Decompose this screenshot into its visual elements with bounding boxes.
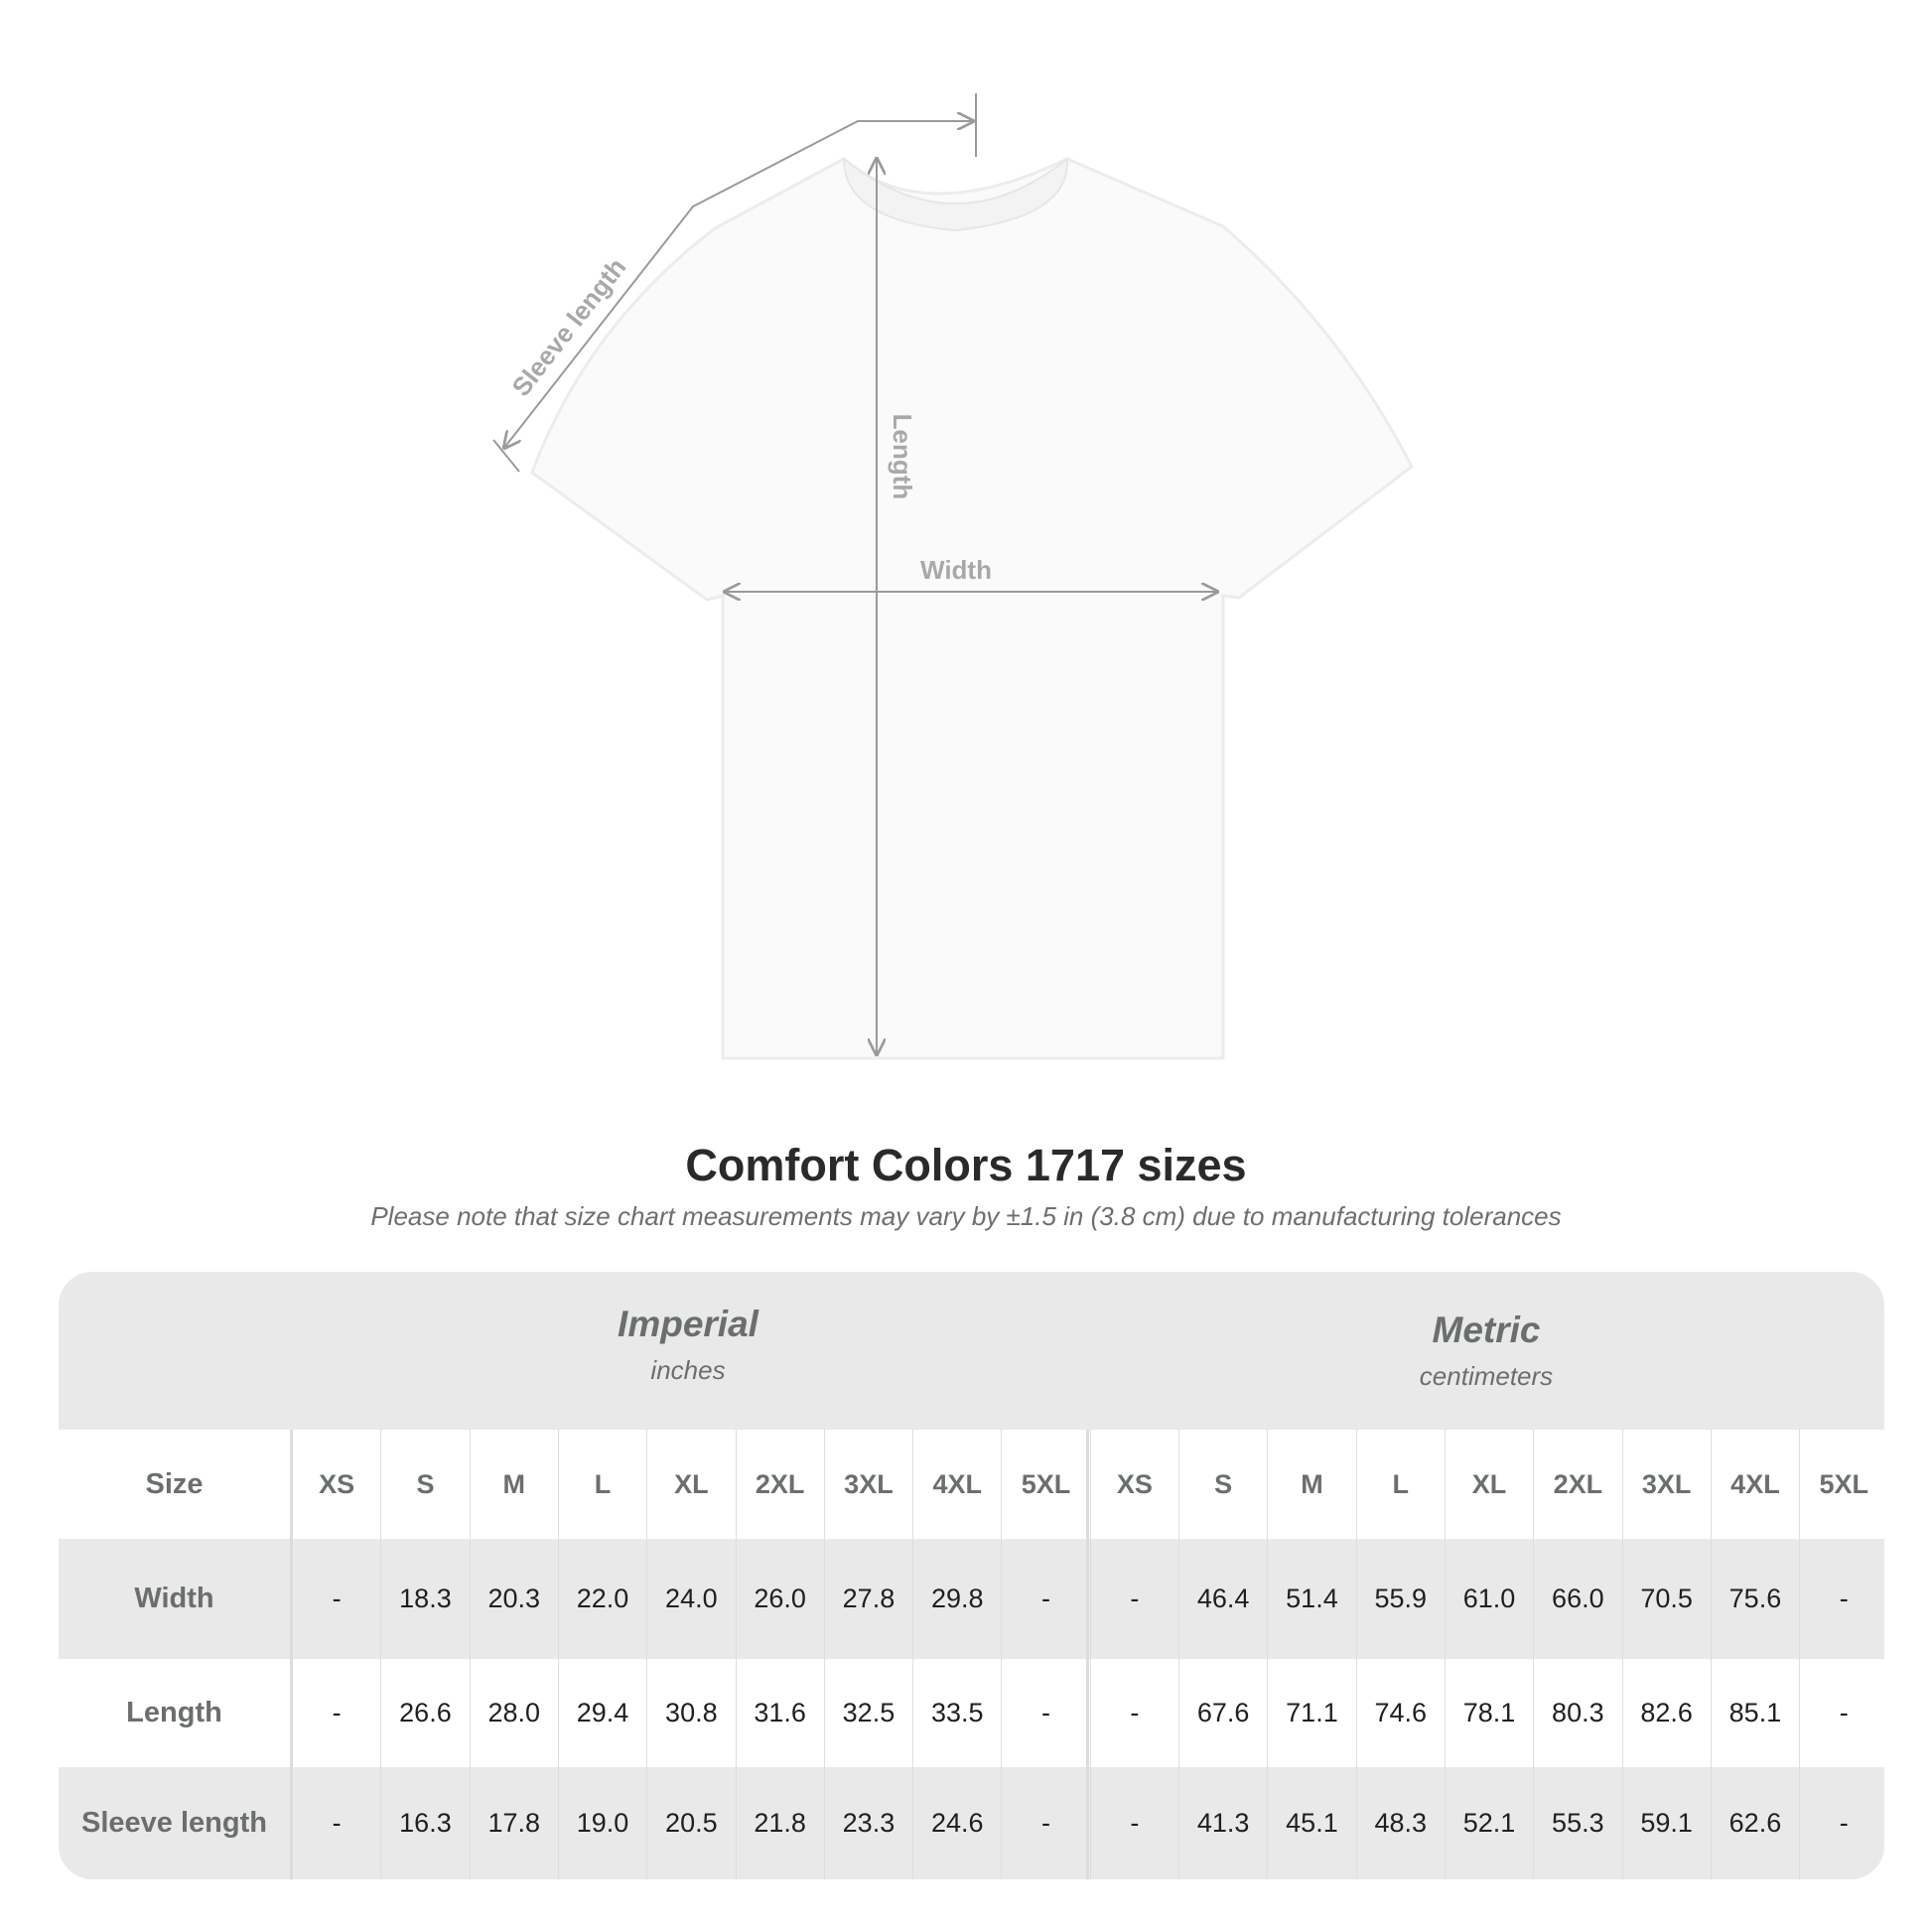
imperial-value-cell: 23.3 xyxy=(823,1767,912,1879)
metric-value-cell: 70.5 xyxy=(1621,1539,1711,1659)
metric-value-cell: - xyxy=(1799,1539,1884,1659)
tolerance-note: Please note that size chart measurements… xyxy=(370,1201,1562,1231)
metric-value-cell: 55.3 xyxy=(1533,1767,1621,1879)
size-header-cell: 4XL xyxy=(912,1430,1001,1539)
metric-value-cell: 45.1 xyxy=(1267,1767,1355,1879)
metric-value-cell: 48.3 xyxy=(1355,1767,1445,1879)
imperial-value-cell: - xyxy=(292,1767,380,1879)
metric-value-cell: 67.6 xyxy=(1178,1659,1267,1767)
imperial-value-cell: - xyxy=(1001,1767,1089,1879)
imperial-value-cell: 24.0 xyxy=(646,1539,735,1659)
imperial-value-cell: 29.8 xyxy=(912,1539,1001,1659)
size-header-cell: 3XL xyxy=(823,1430,912,1539)
metric-value-cell: - xyxy=(1089,1767,1178,1879)
imperial-value-cell: 26.6 xyxy=(380,1659,469,1767)
row-label: Size xyxy=(145,1467,204,1500)
size-header-cell: XL xyxy=(1444,1430,1533,1539)
metric-value-cell: 74.6 xyxy=(1355,1659,1445,1767)
metric-value-cell: 82.6 xyxy=(1621,1659,1711,1767)
imperial-value-cell: 16.3 xyxy=(380,1767,469,1879)
tshirt-diagram: Sleeve length Length Width xyxy=(492,93,1414,1060)
width-label: Width xyxy=(920,555,992,585)
imperial-title: Imperial xyxy=(618,1304,759,1344)
metric-value-cell: 78.1 xyxy=(1444,1659,1533,1767)
metric-value-cell: 80.3 xyxy=(1533,1659,1621,1767)
metric-value-cell: - xyxy=(1799,1767,1884,1879)
metric-value-cell: 66.0 xyxy=(1533,1539,1621,1659)
size-header-cell: 5XL xyxy=(1799,1430,1884,1539)
imperial-value-cell: 29.4 xyxy=(557,1659,646,1767)
metric-value-cell: 41.3 xyxy=(1178,1767,1267,1879)
imperial-value-cell: - xyxy=(1001,1539,1089,1659)
size-header-cell: 3XL xyxy=(1621,1430,1711,1539)
metric-value-cell: - xyxy=(1089,1659,1178,1767)
row-label: Length xyxy=(126,1697,222,1728)
metric-value-cell: - xyxy=(1799,1659,1884,1767)
metric-value-cell: 71.1 xyxy=(1267,1659,1355,1767)
length-label: Length xyxy=(888,414,917,500)
imperial-value-cell: 24.6 xyxy=(912,1767,1001,1879)
size-header-cell: XS xyxy=(292,1430,380,1539)
metric-title: Metric xyxy=(1432,1310,1541,1350)
row-label: Sleeve length xyxy=(81,1807,267,1839)
size-header-cell: L xyxy=(557,1430,646,1539)
size-header-cell: S xyxy=(380,1430,469,1539)
size-header-cell: S xyxy=(1178,1430,1267,1539)
size-header-cell: 5XL xyxy=(1001,1430,1089,1539)
imperial-unit: inches xyxy=(650,1355,726,1385)
metric-value-cell: - xyxy=(1089,1539,1178,1659)
table-row: Width -18.3 20.3 22.0 24.0 26.0 27.8 29.8- -46.4… xyxy=(59,1539,1884,1659)
imperial-value-cell: 32.5 xyxy=(823,1659,912,1767)
column-divider xyxy=(1086,1430,1089,1879)
imperial-value-cell: 20.5 xyxy=(646,1767,735,1879)
table-row: Sleeve length -16.3 17.8 19.0 20.5 21.8 23.3 24… xyxy=(59,1767,1884,1879)
size-header-cell: XL xyxy=(646,1430,735,1539)
imperial-value-cell: 21.8 xyxy=(735,1767,824,1879)
row-label: Width xyxy=(134,1583,214,1614)
imperial-value-cell: 17.8 xyxy=(469,1767,558,1879)
imperial-value-cell: - xyxy=(292,1659,380,1767)
metric-value-cell: 51.4 xyxy=(1267,1539,1355,1659)
metric-unit: centimeters xyxy=(1419,1361,1554,1391)
imperial-value-cell: 27.8 xyxy=(823,1539,912,1659)
size-header-cell: 4XL xyxy=(1710,1430,1799,1539)
size-header-cell: M xyxy=(1267,1430,1355,1539)
imperial-header: Imperial inches xyxy=(290,1304,1086,1386)
size-table: Imperial inches Metric centimeters Size X… xyxy=(59,1272,1884,1879)
metric-header: Metric centimeters xyxy=(1088,1310,1884,1392)
metric-value-cell: 61.0 xyxy=(1444,1539,1533,1659)
metric-value-cell: 46.4 xyxy=(1178,1539,1267,1659)
size-header-cell: XS xyxy=(1089,1430,1178,1539)
imperial-value-cell: 22.0 xyxy=(557,1539,646,1659)
size-header-cell: M xyxy=(469,1430,558,1539)
chart-title: Comfort Colors 1717 sizes xyxy=(685,1140,1247,1190)
imperial-value-cell: 26.0 xyxy=(735,1539,824,1659)
metric-value-cell: 55.9 xyxy=(1355,1539,1445,1659)
imperial-value-cell: 28.0 xyxy=(469,1659,558,1767)
imperial-value-cell: 20.3 xyxy=(469,1539,558,1659)
metric-value-cell: 52.1 xyxy=(1444,1767,1533,1879)
imperial-value-cell: 33.5 xyxy=(912,1659,1001,1767)
size-header-row: Size XS S M L XL 2XL 3XL 4XL 5XL XS S M L XL 2XL 3XL 4XL 5… xyxy=(59,1430,1884,1539)
metric-value-cell: 75.6 xyxy=(1710,1539,1799,1659)
size-header-cell: 2XL xyxy=(735,1430,824,1539)
imperial-value-cell: 19.0 xyxy=(557,1767,646,1879)
metric-value-cell: 62.6 xyxy=(1710,1767,1799,1879)
table-row: Length -26.6 28.0 29.4 30.8 31.6 32.5 33.5- -67.… xyxy=(59,1659,1884,1767)
imperial-value-cell: 30.8 xyxy=(646,1659,735,1767)
column-divider xyxy=(290,1430,293,1879)
tshirt-shape xyxy=(530,157,1414,1060)
metric-value-cell: 59.1 xyxy=(1621,1767,1711,1879)
sleeve-arrow xyxy=(504,121,973,448)
imperial-value-cell: - xyxy=(292,1539,380,1659)
imperial-value-cell: 31.6 xyxy=(735,1659,824,1767)
unit-header: Imperial inches Metric centimeters xyxy=(59,1272,1884,1430)
imperial-value-cell: - xyxy=(1001,1659,1089,1767)
metric-value-cell: 85.1 xyxy=(1710,1659,1799,1767)
size-header-cell: L xyxy=(1355,1430,1445,1539)
imperial-value-cell: 18.3 xyxy=(380,1539,469,1659)
size-header-cell: 2XL xyxy=(1533,1430,1621,1539)
